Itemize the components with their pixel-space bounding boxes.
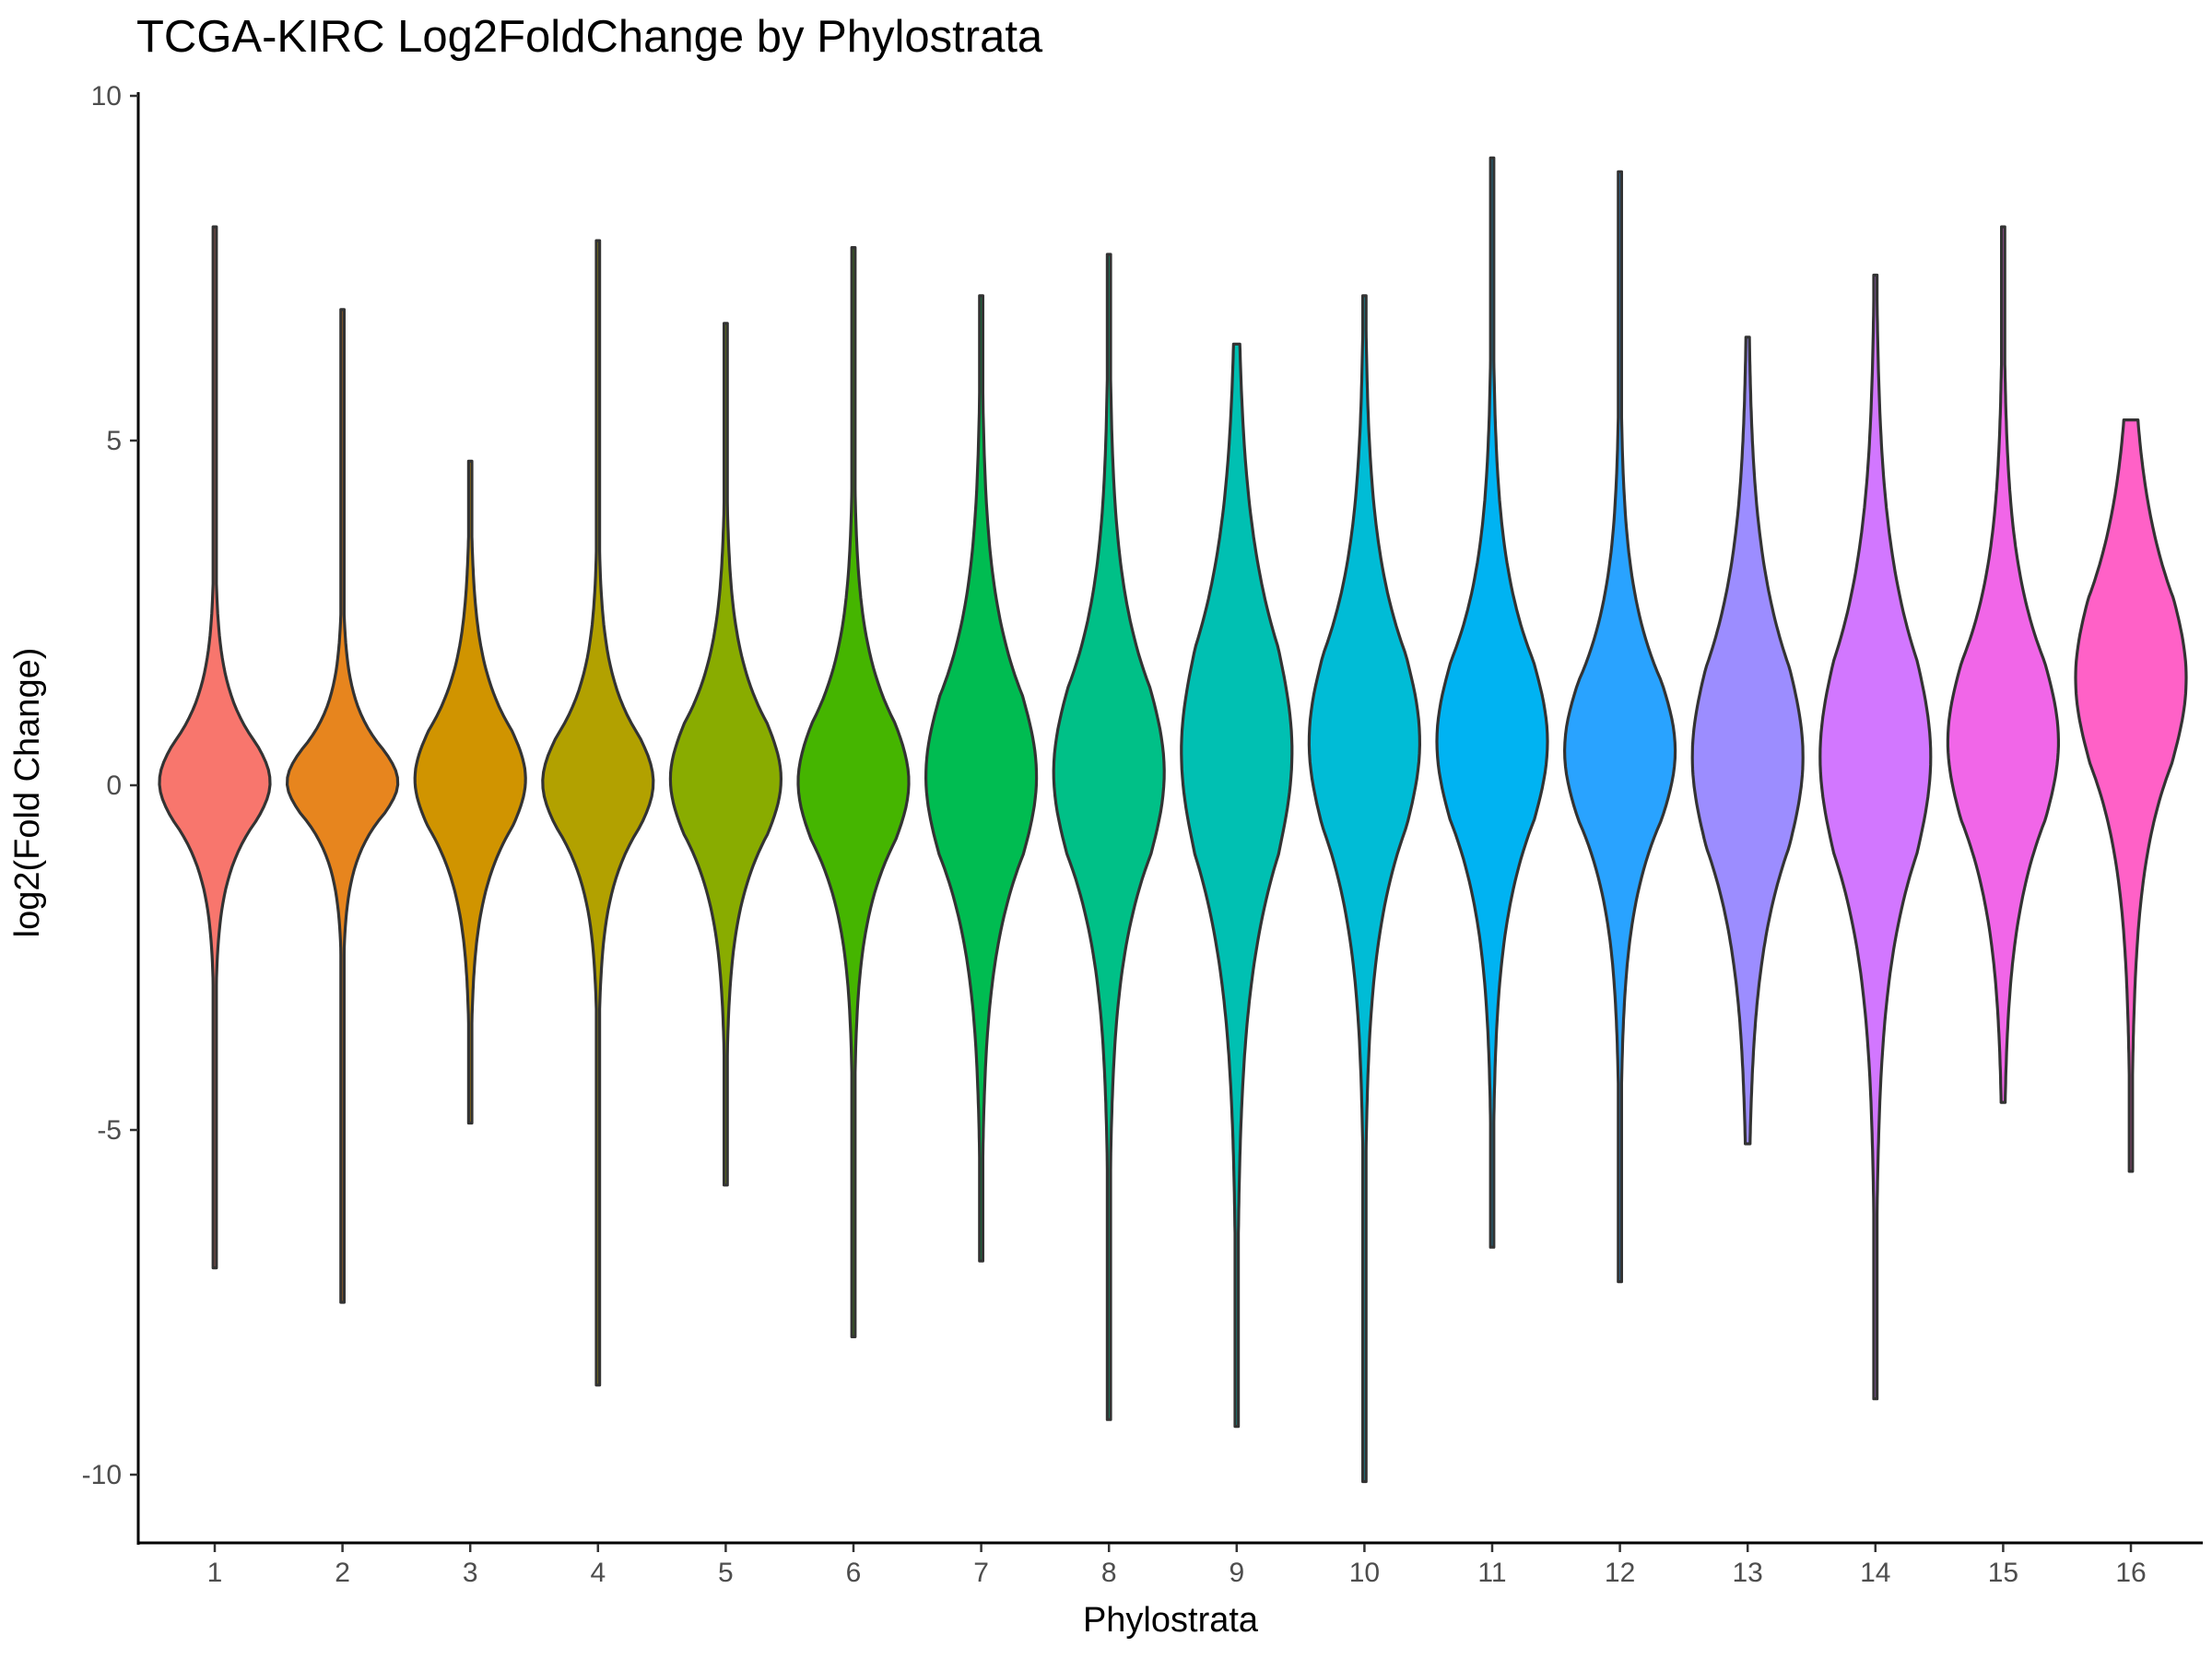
violin-phylostrata-11 xyxy=(1435,156,1549,1249)
violins-layer xyxy=(158,156,2188,1484)
x-tick-label: 6 xyxy=(846,1558,862,1588)
violin-phylostrata-16 xyxy=(2074,418,2188,1173)
y-axis-ticks: -10 -5 0 5 10 xyxy=(82,81,138,1490)
y-axis-title: log2(Fold Change) xyxy=(8,648,47,938)
violin-phylostrata-7 xyxy=(924,294,1039,1263)
violin-phylostrata-13 xyxy=(1690,335,1805,1146)
violin-phylostrata-15 xyxy=(1946,225,2060,1104)
x-tick-label: 10 xyxy=(1349,1558,1380,1588)
chart-title: TCGA-KIRC Log2FoldChange by Phylostrata xyxy=(136,12,1043,62)
x-tick-label: 13 xyxy=(1733,1558,1763,1588)
x-tick-label: 12 xyxy=(1605,1558,1635,1588)
violin-phylostrata-3 xyxy=(413,459,527,1125)
y-tick-label: -10 xyxy=(82,1460,122,1490)
x-tick-label: 16 xyxy=(2115,1558,2146,1588)
violin-phylostrata-9 xyxy=(1180,342,1294,1429)
x-tick-label: 2 xyxy=(335,1558,350,1588)
violin-phylostrata-12 xyxy=(1563,170,1677,1284)
y-tick-label: -5 xyxy=(97,1115,122,1146)
violin-phylostrata-14 xyxy=(1818,273,1933,1401)
x-tick-label: 5 xyxy=(718,1558,734,1588)
x-tick-label: 9 xyxy=(1229,1558,1244,1588)
violin-phylostrata-1 xyxy=(158,225,272,1270)
x-axis-ticks: 1 2 3 4 5 6 7 8 9 10 11 12 13 14 15 16 xyxy=(207,1544,2147,1588)
violin-phylostrata-10 xyxy=(1307,294,1421,1484)
violin-phylostrata-6 xyxy=(796,246,911,1338)
x-tick-label: 14 xyxy=(1860,1558,1890,1588)
x-axis-title: Phylostrata xyxy=(1083,1601,1259,1640)
violin-phylostrata-4 xyxy=(541,239,655,1387)
x-tick-label: 11 xyxy=(1477,1558,1506,1588)
x-tick-label: 15 xyxy=(1988,1558,2018,1588)
x-tick-label: 8 xyxy=(1101,1558,1117,1588)
violin-phylostrata-8 xyxy=(1052,253,1166,1421)
y-tick-label: 10 xyxy=(91,81,122,112)
x-tick-label: 1 xyxy=(207,1558,223,1588)
x-tick-label: 3 xyxy=(463,1558,478,1588)
y-tick-label: 0 xyxy=(106,771,122,801)
violin-phylostrata-2 xyxy=(286,308,400,1304)
x-tick-label: 7 xyxy=(973,1558,989,1588)
x-tick-label: 4 xyxy=(590,1558,606,1588)
violin-phylostrata-5 xyxy=(668,322,782,1187)
y-tick-label: 5 xyxy=(106,426,122,456)
